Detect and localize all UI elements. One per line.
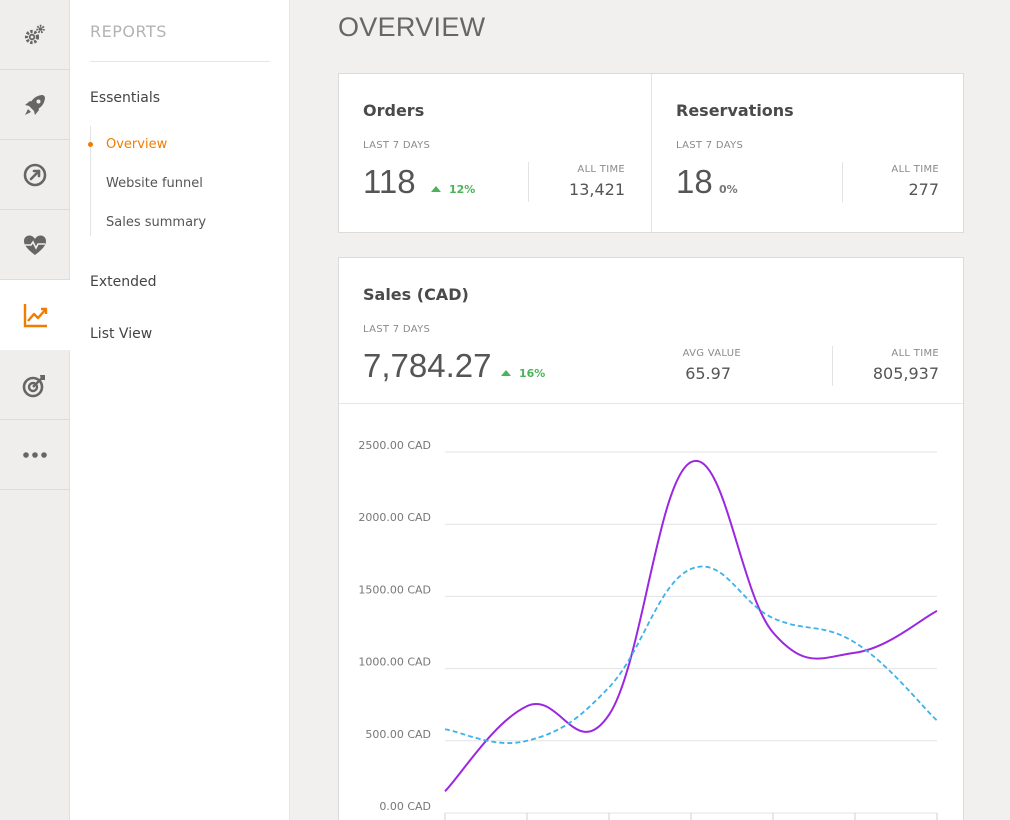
rail-item-more[interactable] bbox=[0, 420, 70, 490]
menu-item-website-funnel[interactable]: Website funnel bbox=[106, 176, 203, 191]
menu-section-essentials[interactable]: Essentials bbox=[90, 90, 161, 106]
reservations-title: Reservations bbox=[676, 101, 794, 120]
target-icon bbox=[22, 374, 45, 397]
reservations-all-time-label: ALL TIME bbox=[891, 164, 939, 175]
submenu-tree-line bbox=[90, 126, 91, 236]
y-tick-label: 2000.00 CAD bbox=[358, 511, 431, 524]
sales-card: Sales (CAD) LAST 7 DAYS 7,784.27 16% AVG… bbox=[338, 257, 964, 820]
orders-all-time-label: ALL TIME bbox=[577, 164, 625, 175]
chart-series bbox=[444, 459, 938, 793]
divider bbox=[832, 346, 833, 386]
active-indicator-dot bbox=[88, 142, 93, 147]
sales-change: 16% bbox=[501, 367, 545, 380]
y-tick-label: 1500.00 CAD bbox=[358, 583, 431, 596]
sales-period-label: LAST 7 DAYS bbox=[363, 324, 431, 335]
more-icon bbox=[23, 451, 47, 458]
page-title: OVERVIEW bbox=[338, 12, 486, 42]
submenu-title: REPORTS bbox=[90, 22, 167, 41]
sales-value: 7,784.27 bbox=[363, 347, 492, 384]
sales-all-time-label: ALL TIME bbox=[891, 348, 939, 359]
menu-section-list-view[interactable]: List View bbox=[90, 326, 153, 342]
divider bbox=[842, 162, 843, 202]
rail-item-launch[interactable] bbox=[0, 70, 70, 140]
orders-value: 118 bbox=[363, 163, 416, 200]
rail-item-reports[interactable] bbox=[0, 280, 71, 350]
reservations-change: 0% bbox=[719, 183, 738, 196]
sales-avg-label: AVG VALUE bbox=[682, 348, 741, 359]
menu-item-sales-summary[interactable]: Sales summary bbox=[106, 215, 207, 230]
orders-all-time-value: 13,421 bbox=[569, 180, 625, 199]
orders-period-label: LAST 7 DAYS bbox=[363, 140, 431, 151]
chart-line-icon bbox=[23, 303, 47, 327]
y-axis: 2500.00 CAD 2000.00 CAD 1500.00 CAD 1000.00… bbox=[358, 439, 431, 813]
rail-item-settings[interactable] bbox=[0, 0, 70, 70]
series-line-2 bbox=[444, 565, 938, 744]
x-axis bbox=[444, 813, 938, 820]
sales-all-time-value: 805,937 bbox=[872, 364, 939, 383]
orders-change: 12% bbox=[431, 183, 475, 196]
icon-rail bbox=[0, 0, 71, 820]
orders-title: Orders bbox=[363, 101, 425, 120]
y-tick-label: 0.00 CAD bbox=[379, 800, 431, 813]
menu-section-extended[interactable]: Extended bbox=[90, 274, 157, 290]
reservations-period-label: LAST 7 DAYS bbox=[676, 140, 744, 151]
reservations-value: 18 bbox=[676, 163, 713, 200]
menu-item-overview[interactable]: Overview bbox=[106, 137, 168, 152]
y-tick-label: 1000.00 CAD bbox=[358, 656, 431, 669]
divider bbox=[339, 403, 963, 404]
sales-line-chart: 2500.00 CAD 2000.00 CAD 1500.00 CAD 1000.00… bbox=[358, 439, 938, 820]
trend-up-icon bbox=[431, 186, 441, 192]
chart-grid bbox=[445, 451, 937, 814]
series-line-1 bbox=[444, 459, 938, 793]
kpi-divider bbox=[651, 74, 652, 232]
rail-item-performance[interactable] bbox=[0, 140, 70, 210]
sales-avg-value: 65.97 bbox=[685, 364, 731, 383]
divider bbox=[90, 61, 270, 62]
gauge-icon bbox=[23, 163, 47, 186]
divider bbox=[528, 162, 529, 202]
y-tick-label: 500.00 CAD bbox=[365, 728, 431, 741]
sales-title: Sales (CAD) bbox=[363, 285, 469, 304]
reports-submenu: REPORTS Essentials Overview Website funn… bbox=[70, 0, 290, 820]
y-tick-label: 2500.00 CAD bbox=[358, 439, 431, 452]
reservations-all-time-value: 277 bbox=[908, 180, 939, 199]
heart-pulse-icon bbox=[24, 235, 46, 255]
rail-item-goals[interactable] bbox=[0, 350, 70, 420]
rail-item-health[interactable] bbox=[0, 210, 70, 280]
kpi-card: Orders LAST 7 DAYS 118 12% ALL TIME 13,4… bbox=[338, 73, 964, 233]
trend-up-icon bbox=[501, 370, 511, 376]
gears-icon bbox=[24, 24, 45, 44]
rocket-icon bbox=[25, 94, 45, 115]
